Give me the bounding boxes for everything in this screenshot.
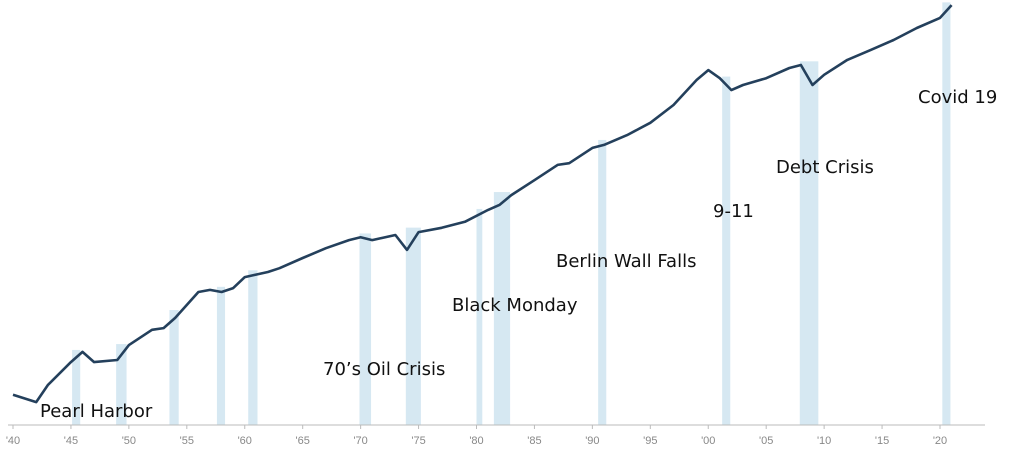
x-tick-label: '05 — [759, 435, 773, 447]
x-tick-label: '50 — [122, 435, 136, 447]
shaded-period — [598, 139, 607, 425]
x-tick-label: '70 — [353, 435, 367, 447]
x-tick-label: '90 — [585, 435, 599, 447]
shaded-period — [116, 344, 127, 425]
x-tick-label: '10 — [817, 435, 831, 447]
index-line — [12, 4, 953, 404]
shaded-period — [942, 2, 951, 425]
shaded-period — [169, 310, 179, 425]
x-tick-label: '80 — [469, 435, 483, 447]
shaded-period — [493, 192, 511, 425]
shaded-period — [72, 349, 81, 425]
annotation: Debt Crisis — [776, 157, 874, 178]
annotation: Covid 19 — [918, 87, 997, 108]
annotation: Pearl Harbor — [40, 401, 153, 422]
shaded-period — [216, 286, 226, 425]
shaded-period — [405, 227, 421, 425]
x-tick-label: '95 — [643, 435, 657, 447]
x-tick-label: '85 — [527, 435, 541, 447]
x-tick-label: '75 — [411, 435, 425, 447]
shaded-period — [476, 208, 483, 425]
annotation: Black Monday — [452, 295, 578, 316]
shaded-period — [799, 61, 819, 425]
shaded-period — [359, 233, 372, 425]
x-tick-label: '20 — [933, 435, 947, 447]
annotation: 9-11 — [713, 201, 754, 222]
shaded-period — [722, 76, 731, 425]
x-tick-label: '40 — [6, 435, 20, 447]
x-tick-label: '60 — [238, 435, 252, 447]
x-tick-label: '00 — [701, 435, 715, 447]
x-tick-label: '65 — [296, 435, 310, 447]
shaded-period — [248, 270, 258, 425]
x-tick-label: '55 — [180, 435, 194, 447]
x-tick-label: '15 — [875, 435, 889, 447]
annotation: Berlin Wall Falls — [556, 251, 696, 272]
annotation: 70’s Oil Crisis — [323, 359, 445, 380]
x-tick-label: '45 — [64, 435, 78, 447]
